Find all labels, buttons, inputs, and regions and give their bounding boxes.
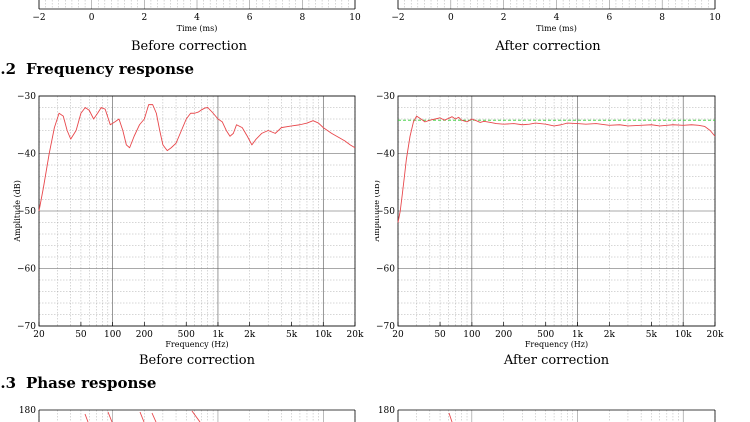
x-axis-label: Time (ms)	[536, 24, 577, 33]
phase-curve-segment	[107, 411, 113, 422]
x-tick-label: 2	[501, 13, 507, 23]
impulse-before-caption: Before correction	[130, 39, 248, 54]
section-title: Phase response	[26, 374, 157, 392]
x-tick-label: 8	[659, 13, 665, 23]
plot-frame	[397, 95, 716, 327]
response-curve	[397, 115, 716, 223]
grid	[397, 95, 716, 327]
x-tick-label: 1k	[212, 330, 224, 340]
frequency-after-caption: After correction	[503, 353, 610, 368]
grid	[38, 95, 356, 327]
y-tick-label: −70	[17, 322, 36, 332]
y-tick-label: −30	[376, 92, 395, 102]
phase-curve-segment	[151, 412, 157, 422]
x-tick-label: 10	[349, 13, 361, 23]
impulse-after-caption: After correction	[495, 39, 601, 54]
x-tick-label: 4	[554, 13, 560, 23]
x-tick-label: 2k	[604, 330, 616, 340]
x-tick-label: 200	[136, 330, 153, 340]
y-tick-label: −40	[17, 150, 36, 160]
x-tick-label: 10k	[675, 330, 692, 340]
x-tick-label: 6	[606, 13, 612, 23]
x-tick-label: 50	[75, 330, 87, 340]
phase-curve-segment	[191, 410, 201, 422]
section-number: 4.3	[0, 374, 17, 392]
section-title: Frequency response	[26, 60, 195, 78]
frequency-response-before-chart: 20 50 100 200 500 1k 2k 5k 10k 20k −70 −60 −50 −40 −30…	[13, 92, 364, 349]
y-tick-label: −50	[17, 207, 36, 217]
section-heading-frequency: 4.2 Frequency response	[0, 60, 194, 78]
x-tick-label: 4	[194, 13, 200, 23]
x-tick-label: 2k	[244, 330, 256, 340]
x-tick-label: 20k	[707, 330, 724, 340]
x-tick-label: 6	[247, 13, 253, 23]
x-tick-label: 10k	[315, 330, 332, 340]
x-tick-label: 0	[89, 13, 95, 23]
phase-curve-segment	[84, 413, 89, 422]
phase-curve-segment	[139, 411, 145, 422]
x-tick-label: 5k	[286, 330, 298, 340]
x-tick-label: 8	[299, 13, 305, 23]
x-axis-label: Frequency (Hz)	[525, 340, 588, 349]
x-tick-label: −2	[32, 13, 45, 23]
x-tick-label: 20	[33, 330, 45, 340]
impulse-after-axis: −2 0 2 4 6 8 10 Time (ms)	[391, 0, 721, 33]
phase-response-plots-top: 180 180	[19, 406, 716, 422]
frequency-before-caption: Before correction	[138, 353, 256, 368]
x-tick-label: 10	[709, 13, 721, 23]
x-tick-label: 100	[463, 330, 480, 340]
y-tick-label: −40	[376, 150, 395, 160]
section-number: 4.2	[0, 60, 17, 78]
x-tick-label: 50	[434, 330, 446, 340]
x-tick-label: 1k	[572, 330, 584, 340]
y-axis-label: Amplitude (dB)	[375, 180, 381, 243]
y-tick-label: −60	[17, 265, 36, 275]
response-curve	[38, 104, 356, 212]
impulse-before-axis: −2 0 2 4 6 8 10 Time (ms)	[32, 0, 361, 33]
x-tick-label: 20k	[347, 330, 364, 340]
phase-curve-segment	[448, 412, 453, 422]
y-tick-label: 180	[19, 406, 36, 416]
section-heading-phase: 4.3 Phase response	[0, 374, 156, 392]
y-tick-label: −50	[376, 207, 395, 217]
y-axis-label: Amplitude (dB)	[13, 180, 22, 243]
x-tick-label: 0	[448, 13, 454, 23]
y-tick-label: −60	[376, 265, 395, 275]
x-tick-label: 2	[141, 13, 147, 23]
x-tick-label: 500	[178, 330, 195, 340]
x-axis-label: Time (ms)	[177, 24, 218, 33]
x-tick-label: 100	[104, 330, 121, 340]
y-tick-label: 180	[378, 406, 395, 416]
x-tick-label: 200	[495, 330, 512, 340]
frequency-response-after-chart: 20 50 100 200 500 1k 2k 5k 10k 20k −70 −60 −50 −40 −30…	[375, 92, 724, 349]
y-tick-label: −30	[17, 92, 36, 102]
x-axis-label: Frequency (Hz)	[165, 340, 228, 349]
impulse-response-plots-bottom: −2 0 2 4 6 8 10 Time (ms) −2 0 2 4 6 8 10 Time (ms)	[32, 0, 721, 33]
x-tick-label: −2	[391, 13, 404, 23]
x-tick-label: 500	[537, 330, 554, 340]
x-tick-label: 20	[392, 330, 404, 340]
y-tick-label: −70	[376, 322, 395, 332]
x-tick-label: 5k	[646, 330, 658, 340]
